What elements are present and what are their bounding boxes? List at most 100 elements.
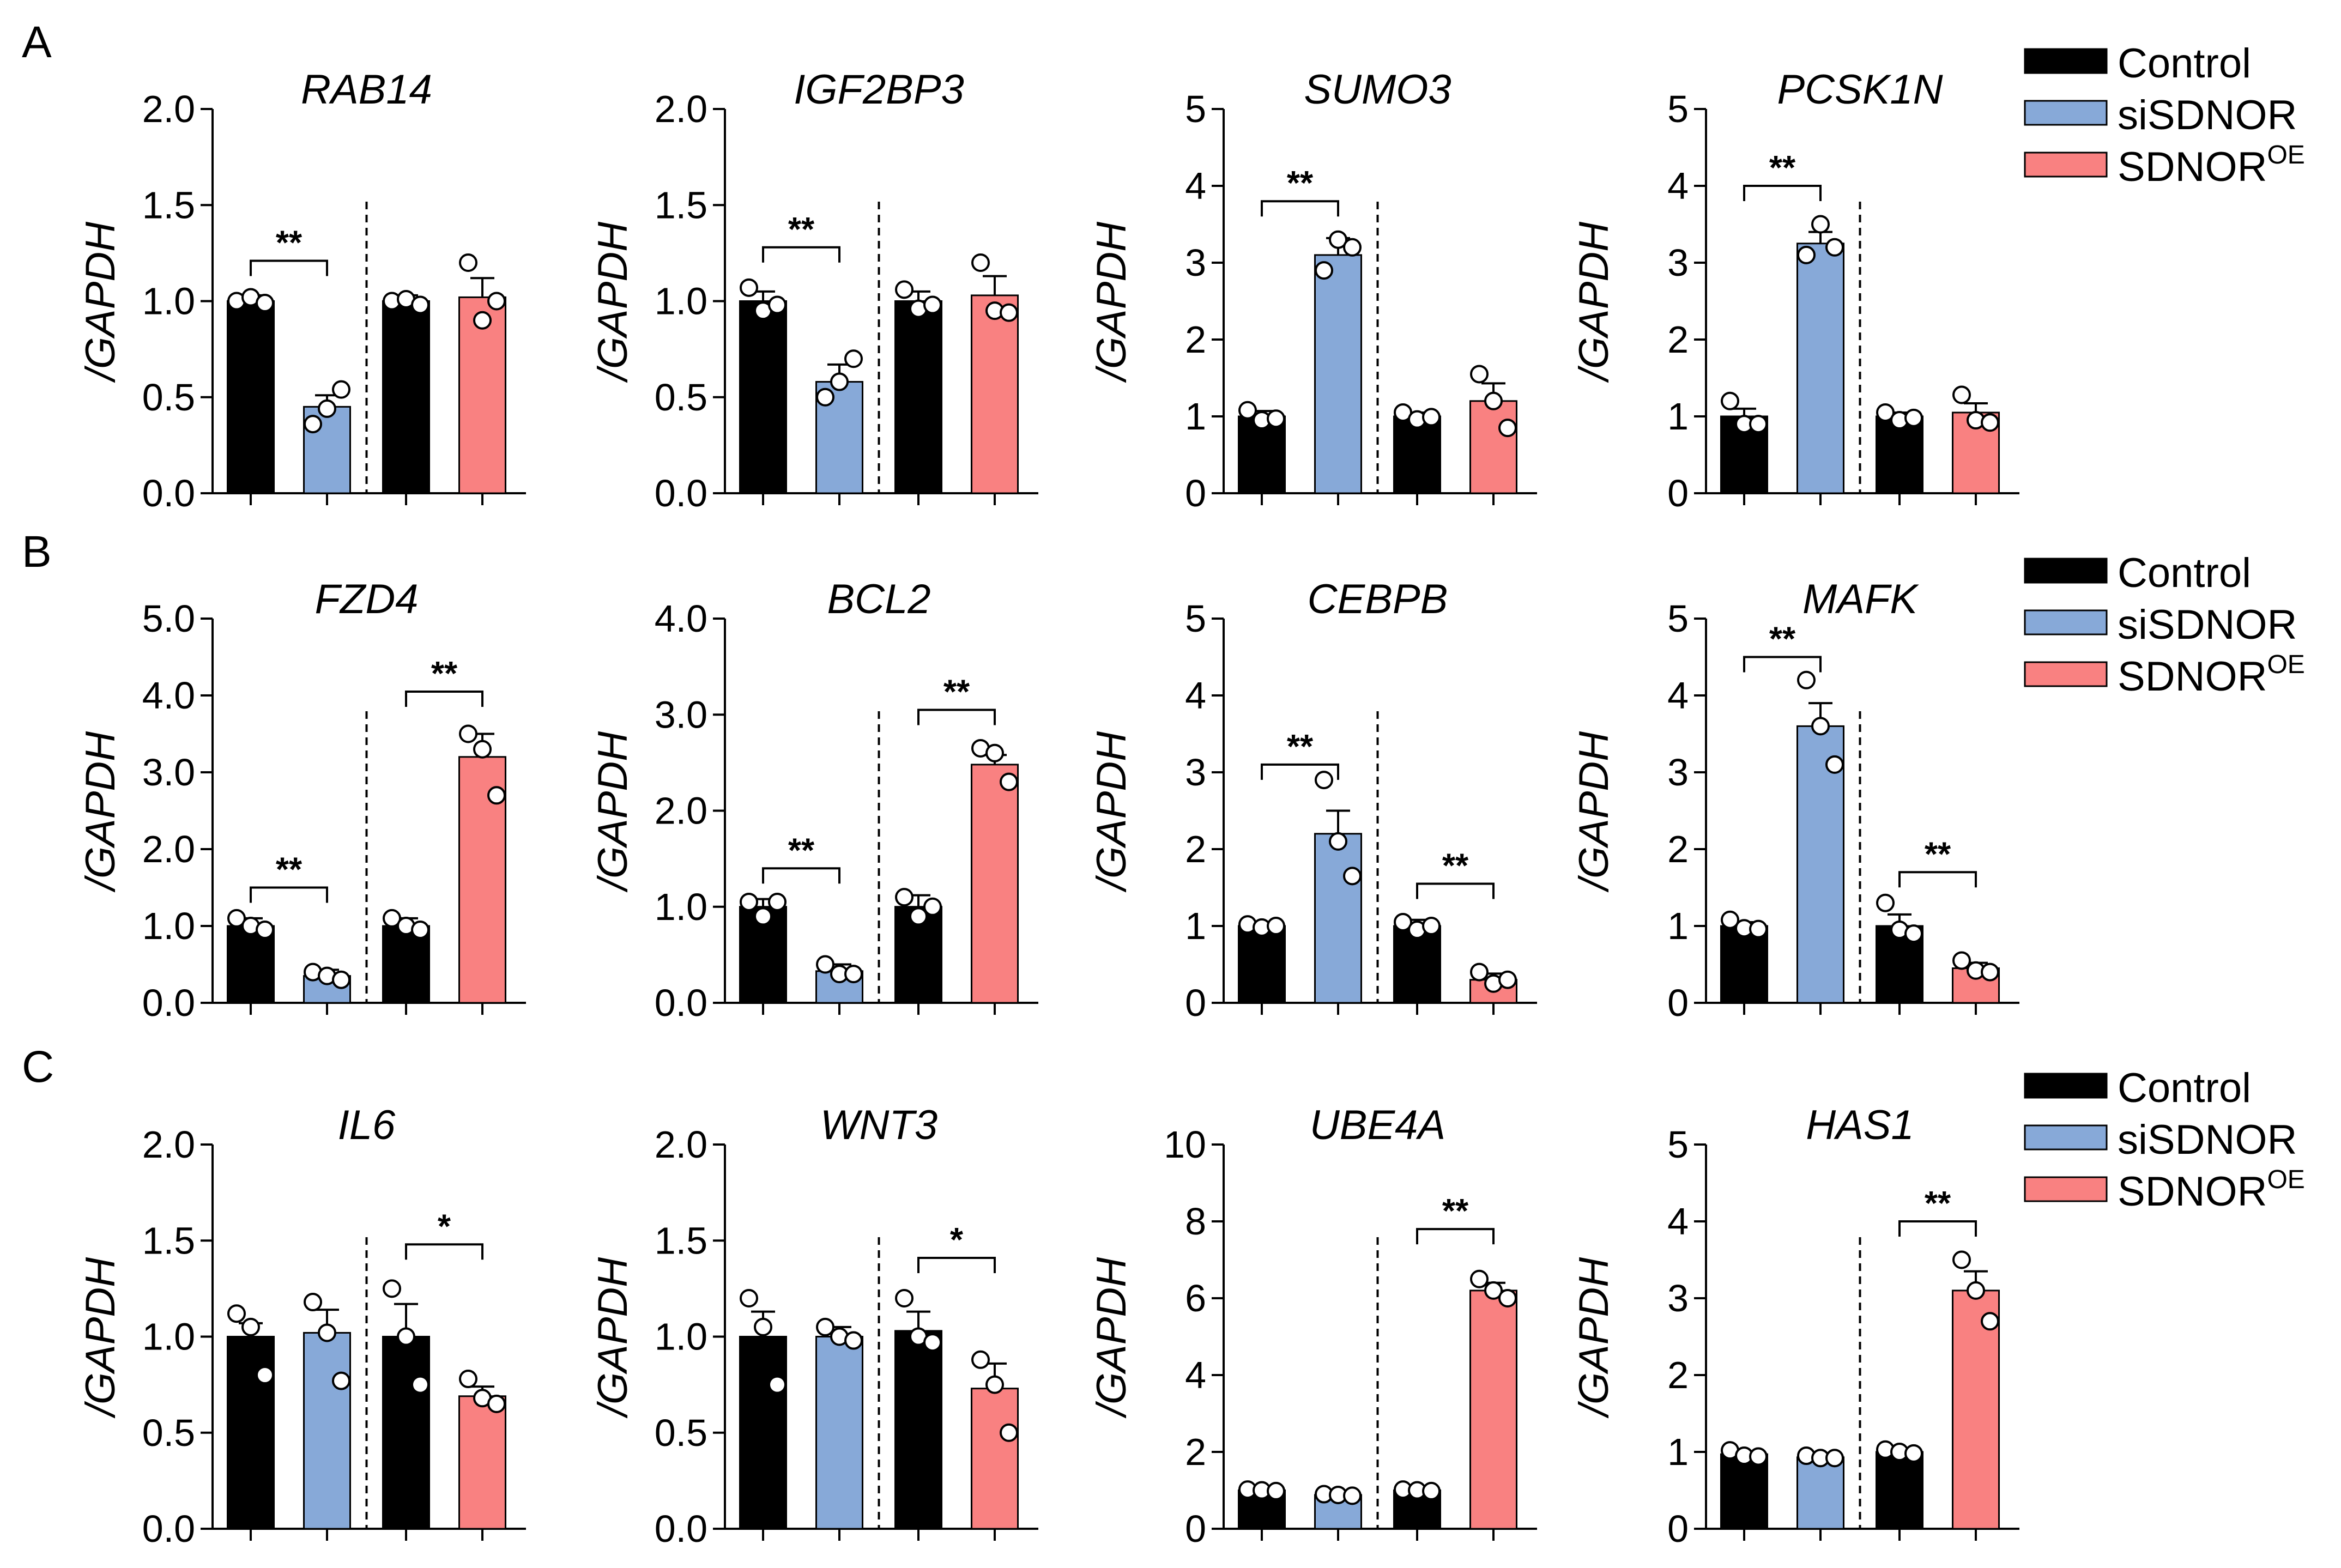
y-tick-label: 5 [1185,597,1206,640]
data-point [1981,1312,1999,1331]
data-point [1267,1481,1285,1500]
data-point [740,892,758,911]
data-point [1470,962,1489,982]
significance-bracket [1416,882,1495,899]
data-point [332,380,350,399]
y-tick-label: 1.0 [142,905,195,947]
bar-control-1 [739,300,787,494]
panel-letter-b: B [22,527,52,577]
data-point [411,921,430,940]
y-axis-label: /GAPDH [77,222,124,383]
bar-control-1 [1720,925,1768,1004]
y-tick-label: 0.0 [142,982,195,1024]
y-axis-label: /GAPDH [1088,222,1135,383]
bar-sdnor-oe [971,1388,1019,1530]
legend-swatch [2024,100,2108,126]
y-tick-label: 1.5 [142,1219,195,1262]
bar-control-2 [382,300,430,494]
data-point [923,897,942,916]
bar-control-2 [382,1336,430,1530]
y-tick-label: 2 [1185,828,1206,870]
data-point [816,388,834,407]
significance-label: ** [1442,847,1469,885]
significance-bracket [762,246,840,263]
bar-sdnor-oe [458,1395,506,1530]
y-tick-label: 2 [1185,1431,1206,1473]
chart-title: IL6 [338,1102,396,1148]
data-point [844,1331,863,1350]
bar-sisdnor [1796,243,1844,494]
y-axis-label: /GAPDH [590,222,636,383]
chart-fzd4: FZD4/GAPDH 0.0 1.0 2.0 3.0 4.0 5.0 ** ** [77,576,526,1024]
data-point [1749,919,1768,939]
data-point [971,1350,990,1369]
y-tick-label: 2.0 [655,88,707,130]
legend-label: siSDNOR [2118,602,2297,648]
y-tick-label: 2.0 [142,88,195,130]
data-point [1000,303,1018,322]
y-tick-label: 4 [1185,1354,1206,1396]
data-point [1825,238,1844,257]
data-point [768,1375,787,1394]
y-tick-label: 1.0 [655,280,707,323]
legend-label: Control [2118,550,2251,596]
y-tick-label: 3 [1185,751,1206,794]
data-point [256,921,274,940]
y-axis-label: /GAPDH [77,1257,124,1419]
data-point [1825,755,1844,774]
data-point [1498,419,1517,438]
significance-label: ** [431,655,458,693]
y-tick-label: 0 [1667,1508,1689,1550]
y-axis-label: /GAPDH [1088,1257,1135,1419]
bar-sdnor-oe [971,764,1019,1004]
data-point [332,970,350,989]
data-point [1422,1481,1441,1500]
data-point [754,907,772,926]
legend-swatch [2024,1073,2108,1099]
y-tick-label: 2 [1667,828,1689,870]
data-point [1422,408,1441,427]
y-tick-label: 1.5 [655,184,707,226]
significance-label: * [950,1221,964,1259]
significance-label: ** [1925,1185,1951,1222]
y-tick-label: 4.0 [142,674,195,717]
y-tick-label: 0.5 [655,376,707,419]
chart-title: MAFK [1802,576,1919,622]
data-point [1343,238,1362,257]
y-tick-label: 2 [1185,318,1206,361]
data-point [487,786,506,805]
significance-label: ** [276,851,303,889]
data-point [1904,408,1923,427]
y-tick-label: 3 [1667,1277,1689,1319]
data-point [1238,401,1257,420]
data-point [1498,970,1517,989]
data-point [1904,1444,1923,1463]
data-point [1343,1486,1362,1505]
bar-control-2 [894,1330,942,1530]
y-tick-label: 1 [1185,905,1206,947]
significance-label: ** [943,673,970,711]
significance-label: ** [1769,149,1796,187]
chart-bcl2: BCL2/GAPDH 0.0 1.0 2.0 3.0 4.0 ** ** [590,576,1038,1024]
legend-swatch [2024,152,2108,178]
data-point [256,294,274,313]
chart-title: PCSK1N [1777,66,1943,113]
y-axis-label: /GAPDH [1088,731,1135,893]
data-point [473,740,492,759]
data-point [1825,1449,1844,1468]
data-point [1329,230,1347,249]
data-point [459,724,477,743]
chart-sumo3: SUMO3/GAPDH 0 1 2 3 4 5 ** [1088,66,1537,514]
significance-bracket [762,867,840,884]
data-point [1267,409,1285,428]
legend-swatch [2024,558,2108,584]
significance-bracket [1898,1220,1977,1237]
data-point [923,1333,942,1352]
bar-control-2 [894,300,942,494]
data-point [1876,893,1895,912]
significance-bracket [405,1243,483,1260]
data-point [844,965,863,984]
data-point [1981,962,1999,982]
